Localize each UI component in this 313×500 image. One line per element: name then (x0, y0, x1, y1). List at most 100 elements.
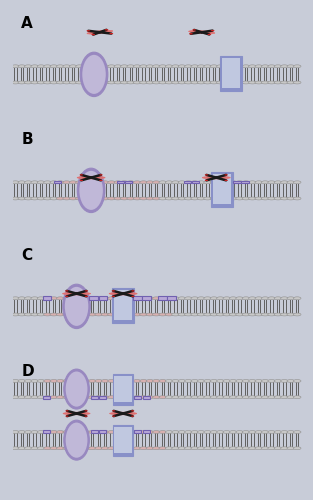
Circle shape (146, 81, 154, 84)
Circle shape (82, 380, 90, 382)
Circle shape (56, 430, 64, 434)
Circle shape (165, 297, 173, 300)
Circle shape (76, 396, 83, 398)
Circle shape (101, 313, 109, 316)
Circle shape (268, 430, 275, 434)
Circle shape (50, 197, 58, 200)
Circle shape (140, 81, 147, 84)
Circle shape (133, 380, 141, 382)
Circle shape (146, 380, 154, 382)
Circle shape (95, 197, 102, 200)
Circle shape (165, 447, 173, 450)
Circle shape (121, 380, 128, 382)
Circle shape (95, 430, 102, 434)
Circle shape (223, 81, 231, 84)
Circle shape (159, 380, 167, 382)
Circle shape (111, 296, 115, 297)
Circle shape (281, 380, 288, 382)
Circle shape (229, 181, 237, 184)
Circle shape (185, 181, 192, 184)
Ellipse shape (64, 420, 90, 460)
Circle shape (198, 181, 205, 184)
Circle shape (191, 396, 198, 398)
Circle shape (140, 181, 147, 184)
Circle shape (165, 430, 173, 434)
Circle shape (152, 81, 160, 84)
Circle shape (223, 197, 231, 200)
Circle shape (242, 313, 250, 316)
Circle shape (95, 181, 102, 184)
Circle shape (114, 447, 122, 450)
Circle shape (242, 65, 250, 68)
Circle shape (108, 181, 115, 184)
Circle shape (204, 81, 211, 84)
Circle shape (44, 313, 51, 316)
Circle shape (140, 430, 147, 434)
Circle shape (236, 430, 243, 434)
Circle shape (210, 430, 218, 434)
Bar (91, 430, 98, 433)
Circle shape (69, 181, 77, 184)
Bar (99, 396, 106, 398)
Circle shape (287, 197, 295, 200)
Ellipse shape (87, 30, 113, 34)
Circle shape (185, 81, 192, 84)
Circle shape (274, 380, 282, 382)
Circle shape (146, 197, 154, 200)
Circle shape (65, 290, 69, 292)
Circle shape (37, 313, 45, 316)
Circle shape (76, 65, 83, 68)
Circle shape (255, 197, 263, 200)
Circle shape (255, 313, 263, 316)
Circle shape (172, 380, 179, 382)
Circle shape (261, 313, 269, 316)
Circle shape (249, 81, 256, 84)
Circle shape (165, 313, 173, 316)
Bar (184, 180, 191, 184)
Circle shape (133, 181, 141, 184)
Circle shape (229, 396, 237, 398)
Circle shape (274, 313, 282, 316)
Circle shape (242, 81, 250, 84)
Text: C: C (21, 248, 32, 262)
Circle shape (56, 181, 64, 184)
Circle shape (133, 447, 141, 450)
Circle shape (89, 313, 96, 316)
Circle shape (18, 396, 26, 398)
Circle shape (108, 447, 115, 450)
Circle shape (178, 181, 186, 184)
Circle shape (152, 197, 160, 200)
Circle shape (76, 181, 83, 184)
Circle shape (44, 81, 51, 84)
Circle shape (69, 81, 77, 84)
Circle shape (95, 380, 102, 382)
Circle shape (152, 65, 160, 68)
Circle shape (114, 197, 122, 200)
Circle shape (101, 380, 109, 382)
Circle shape (274, 430, 282, 434)
Circle shape (223, 396, 231, 398)
Circle shape (198, 380, 205, 382)
Circle shape (255, 447, 263, 450)
Circle shape (255, 65, 263, 68)
Circle shape (268, 65, 275, 68)
Circle shape (261, 396, 269, 398)
Circle shape (63, 447, 70, 450)
Circle shape (178, 430, 186, 434)
Circle shape (127, 81, 135, 84)
Circle shape (99, 174, 103, 176)
Circle shape (50, 81, 58, 84)
Circle shape (281, 81, 288, 84)
Bar (99, 296, 107, 300)
Circle shape (261, 197, 269, 200)
Circle shape (210, 197, 218, 200)
Circle shape (89, 396, 96, 398)
Bar (135, 396, 141, 398)
Circle shape (76, 447, 83, 450)
Circle shape (261, 81, 269, 84)
Circle shape (191, 65, 198, 68)
Circle shape (242, 380, 250, 382)
Bar (143, 430, 150, 433)
Circle shape (204, 396, 211, 398)
Circle shape (229, 297, 237, 300)
